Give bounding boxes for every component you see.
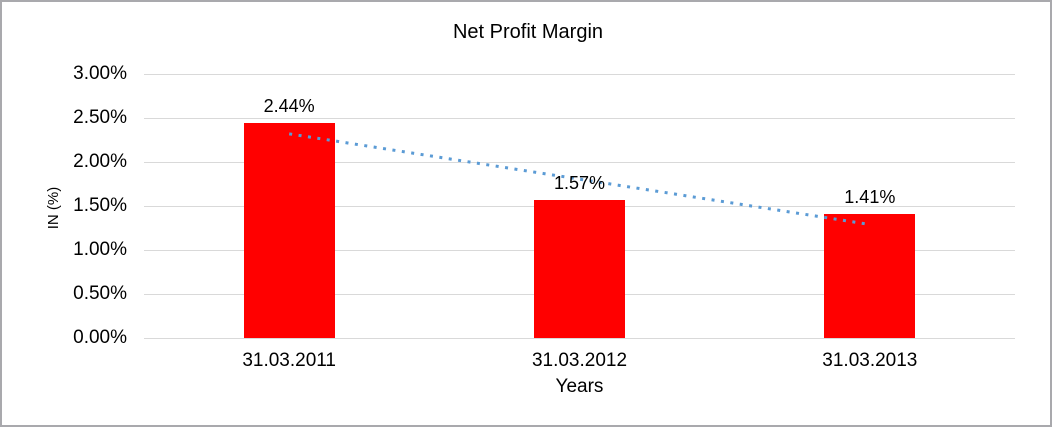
gridline — [144, 338, 1015, 339]
gridline — [144, 162, 1015, 163]
y-tick-label: 0.50% — [73, 283, 127, 304]
bar-31.03.2012 — [534, 199, 625, 338]
gridline — [144, 118, 1015, 119]
x-tick-label: 31.03.2012 — [531, 350, 628, 371]
gridline — [144, 74, 1015, 75]
bar-31.03.2013 — [824, 213, 916, 338]
chart-title: Net Profit Margin — [452, 21, 604, 43]
y-tick-label: 2.50% — [73, 107, 127, 128]
y-tick-label: 3.00% — [73, 63, 127, 84]
y-tick-label: 2.00% — [73, 151, 127, 172]
x-tick-label: 31.03.2011 — [242, 350, 336, 371]
y-tick-label: 1.50% — [73, 195, 127, 216]
bar-data-label: 2.44% — [263, 96, 315, 117]
plot-area: 2.44% 1.57% 1.41% — [144, 74, 1015, 339]
y-tick-label: 0.00% — [73, 327, 127, 348]
x-tick-label: 31.03.2013 — [822, 350, 918, 371]
x-axis-title: Years — [555, 376, 604, 397]
y-tick-label: 1.00% — [73, 239, 127, 260]
trendline — [288, 132, 871, 226]
bar-31.03.2011 — [243, 123, 335, 338]
trendline-dotted-line — [288, 132, 871, 226]
bar-data-label: 1.41% — [844, 186, 896, 207]
bar-data-label: 1.57% — [553, 172, 606, 193]
